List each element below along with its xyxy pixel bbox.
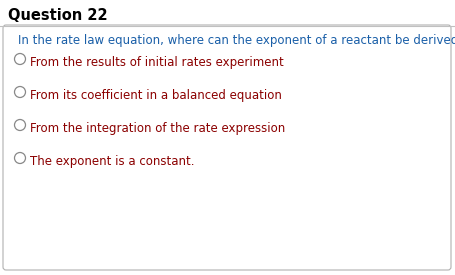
FancyBboxPatch shape (3, 25, 450, 270)
Text: From its coefficient in a balanced equation: From its coefficient in a balanced equat… (30, 89, 282, 102)
Text: Question 22: Question 22 (8, 8, 107, 23)
Text: From the results of initial rates experiment: From the results of initial rates experi… (30, 56, 283, 69)
Text: In the rate law equation, where can the exponent of a reactant be derived?: In the rate law equation, where can the … (18, 34, 455, 47)
Text: The exponent is a constant.: The exponent is a constant. (30, 155, 195, 168)
Text: From the integration of the rate expression: From the integration of the rate express… (30, 122, 285, 135)
